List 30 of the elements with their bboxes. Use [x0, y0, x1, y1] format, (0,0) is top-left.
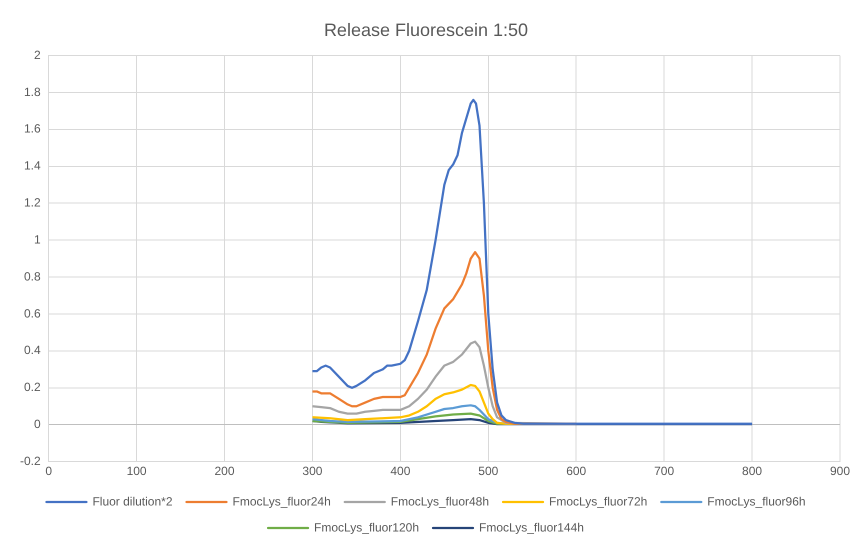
x-tick-label: 600 [566, 464, 587, 478]
x-tick-label: 300 [302, 464, 323, 478]
legend-label: Fluor dilution*2 [92, 494, 173, 508]
y-tick-label: 1.8 [24, 84, 41, 99]
legend-label: FmocLys_fluor24h [232, 494, 331, 508]
legend-label: FmocLys_fluor48h [390, 494, 490, 508]
x-tick-label: 200 [214, 464, 235, 478]
y-tick-label: 1 [34, 232, 41, 246]
x-tick-label: 100 [126, 464, 147, 478]
x-tick-label: 800 [742, 464, 762, 478]
x-tick-label: 700 [654, 464, 674, 478]
legend-label: FmocLys_fluor72h [549, 494, 648, 508]
y-tick-label: 1.2 [24, 196, 41, 210]
y-tick-label: 2 [34, 48, 41, 62]
x-tick-label: 500 [478, 464, 499, 478]
y-tick-label: -0.2 [20, 454, 41, 468]
y-tick-label: 0.6 [24, 306, 41, 320]
y-tick-label: 1.4 [24, 158, 41, 173]
x-tick-label: 900 [830, 464, 850, 478]
y-tick-label: 0.4 [24, 343, 41, 358]
legend-label: FmocLys_fluor96h [707, 494, 806, 508]
x-tick-label: 0 [45, 464, 52, 478]
y-tick-label: 0.2 [24, 380, 41, 394]
chart-title: Release Fluorescein 1:50 [324, 20, 528, 40]
x-tick-label: 400 [390, 464, 411, 478]
y-tick-label: 0.8 [24, 269, 41, 284]
y-tick-label: 0 [34, 417, 41, 432]
legend-label: FmocLys_fluor144h [479, 520, 584, 534]
y-tick-label: 1.6 [24, 122, 41, 136]
legend-label: FmocLys_fluor120h [314, 520, 420, 534]
